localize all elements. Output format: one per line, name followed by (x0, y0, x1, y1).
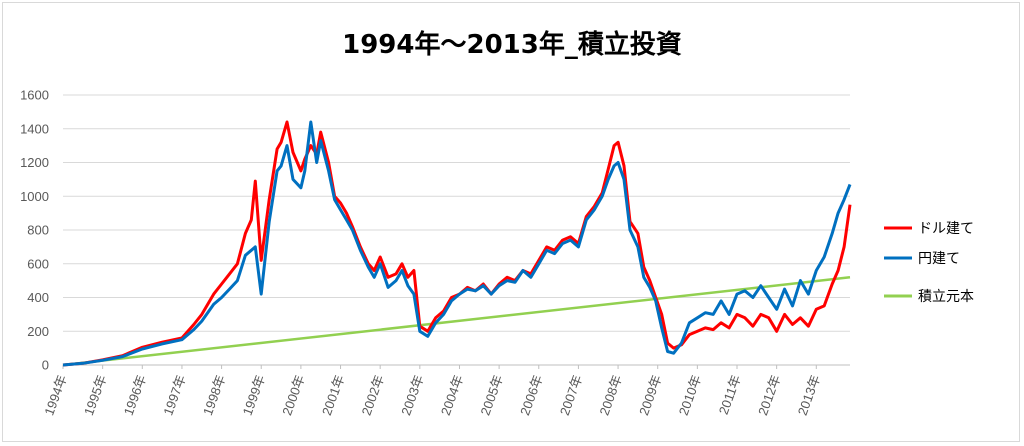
y-tick-label: 1600 (20, 88, 49, 103)
legend-label: 積立元本 (918, 289, 974, 305)
y-tick-label: 200 (27, 324, 49, 339)
legend-label: 円建て (918, 251, 960, 267)
x-tick-label: 2000年 (279, 373, 307, 418)
x-tick-label: 2009年 (636, 373, 664, 418)
x-tick-label: 1994年 (41, 373, 69, 418)
x-tick-label: 2001年 (319, 373, 347, 418)
y-tick-label: 800 (27, 223, 49, 238)
x-tick-label: 1996年 (121, 373, 149, 418)
x-tick-label: 2007年 (557, 373, 585, 418)
y-tick-label: 600 (27, 256, 49, 271)
series-lines (62, 120, 852, 367)
x-tick-label: 2002年 (359, 373, 387, 418)
series-line-3 (62, 276, 851, 367)
legend-label: ドル建て (918, 221, 974, 237)
y-axis-ticks: 0 200 400 600 800 1000 1200 1400 1600 (20, 88, 49, 373)
x-tick-label: 1999年 (240, 373, 268, 418)
x-tick-label: 1995年 (81, 373, 109, 418)
x-tick-label: 2008年 (596, 373, 624, 418)
chart-title: 1994年～2013年_積立投資 (342, 29, 682, 60)
x-tick-label: 2012年 (755, 373, 783, 418)
y-tick-label: 1200 (20, 155, 49, 170)
series-line-1 (62, 120, 852, 367)
x-axis-ticks: 1994年 1995年 1996年 1997年 1998年 1999年 2000年 2001年… (41, 365, 823, 417)
x-tick-label: 2010年 (676, 373, 704, 418)
x-tick-label: 2003年 (398, 373, 426, 418)
y-tick-label: 1400 (20, 121, 49, 136)
x-tick-label: 2005年 (478, 373, 506, 418)
x-tick-label: 2004年 (438, 373, 466, 418)
x-tick-label: 1997年 (160, 373, 188, 418)
x-tick-label: 2013年 (795, 373, 823, 418)
y-tick-label: 1000 (20, 189, 49, 204)
y-tick-label: 400 (27, 290, 49, 305)
x-tick-label: 1998年 (200, 373, 228, 418)
y-tick-label: 0 (42, 358, 49, 373)
series-line-2 (62, 120, 852, 367)
x-tick-label: 2006年 (517, 373, 545, 418)
x-tick-label: 2011年 (716, 373, 744, 417)
